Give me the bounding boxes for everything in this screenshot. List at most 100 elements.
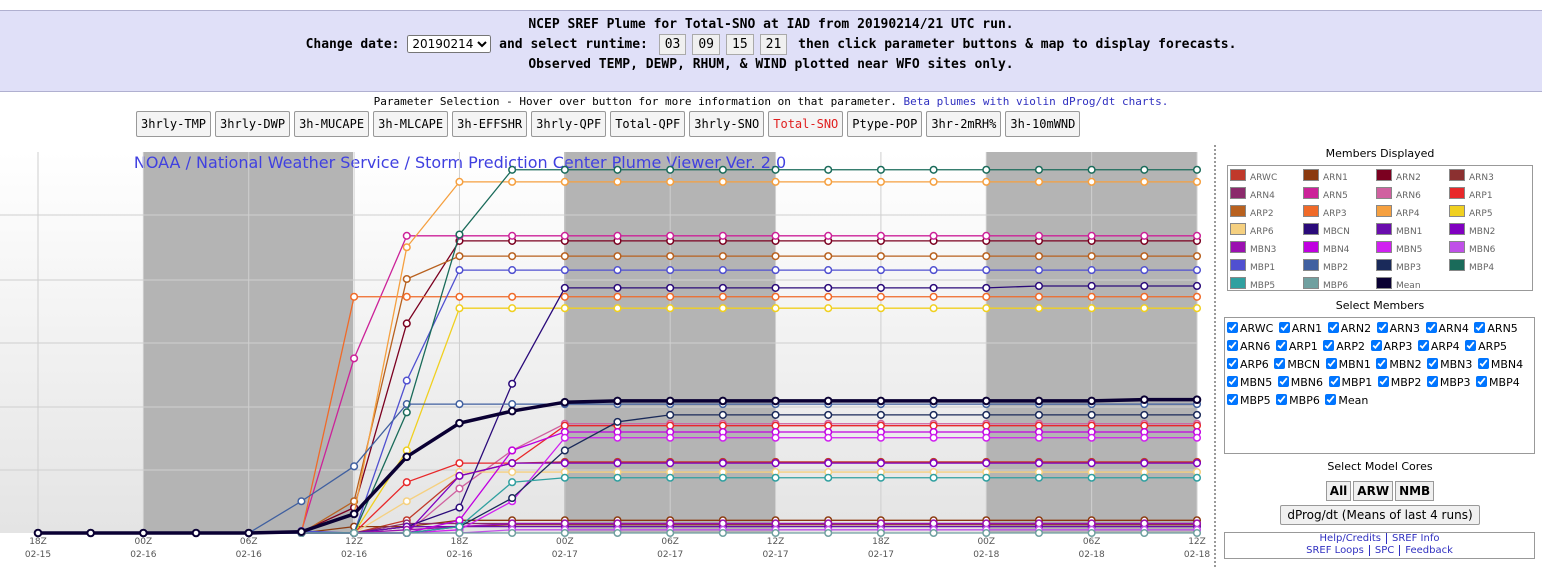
legend-swatch	[1376, 205, 1392, 217]
data-point	[718, 177, 727, 186]
data-point	[1140, 165, 1149, 174]
data-point	[613, 292, 622, 301]
legend-label: MBCN	[1323, 227, 1350, 237]
link[interactable]: SREF Info	[1385, 533, 1445, 544]
data-point	[508, 304, 517, 313]
links: Help/Credits SREF Info SREF Loops SPC Feedba…	[1224, 532, 1535, 559]
core-button[interactable]: All	[1325, 481, 1352, 501]
data-point	[402, 528, 411, 538]
x-tick-label: 00Z	[977, 537, 995, 547]
data-point	[929, 396, 938, 406]
legend-item: ARN2	[1376, 169, 1449, 187]
data-point	[982, 528, 991, 538]
parameter-button[interactable]: 3h-EFFSHR	[452, 111, 528, 137]
data-point	[613, 165, 622, 174]
member-checkbox[interactable]	[1325, 394, 1337, 405]
date-select[interactable]: 20190214	[407, 35, 492, 53]
data-point	[560, 433, 569, 442]
parameter-button[interactable]: 3h-MUCAPE	[294, 111, 370, 137]
member-checkbox[interactable]	[1227, 322, 1238, 333]
member-option: ARP3	[1370, 340, 1412, 353]
members-title: Members Displayed	[1325, 147, 1435, 160]
parameter-button[interactable]: Total-QPF	[610, 111, 686, 137]
member-checkbox[interactable]	[1227, 376, 1238, 387]
parameter-button[interactable]: Ptype-POP	[847, 111, 923, 137]
link[interactable]: SPC	[1368, 545, 1400, 556]
data-point	[666, 266, 675, 275]
data-point	[455, 418, 464, 428]
member-checkbox[interactable]	[1476, 376, 1488, 387]
data-point	[455, 503, 464, 512]
member-label: ARP5	[1478, 340, 1507, 353]
core-button[interactable]: ARW	[1353, 481, 1394, 501]
data-point	[402, 376, 411, 385]
legend-label: MBN1	[1396, 227, 1423, 237]
member-checkbox[interactable]	[1376, 322, 1388, 333]
data-point	[613, 252, 622, 261]
link[interactable]: Help/Credits	[1319, 533, 1381, 544]
data-point	[455, 177, 464, 186]
member-checkbox[interactable]	[1327, 322, 1339, 333]
member-checkbox[interactable]	[1427, 358, 1439, 369]
member-checkbox[interactable]	[1278, 322, 1290, 333]
member-checkbox[interactable]	[1274, 358, 1286, 369]
legend-item: MBN1	[1376, 223, 1449, 241]
runtime-button[interactable]: 21	[759, 34, 788, 55]
parameter-button[interactable]: 3h-MLCAPE	[373, 111, 449, 137]
runtime-button[interactable]: 09	[692, 34, 720, 55]
data-point	[876, 252, 885, 261]
data-point	[350, 354, 359, 363]
member-checkbox[interactable]	[1227, 394, 1238, 405]
member-checkbox[interactable]	[1477, 358, 1489, 369]
member-checkbox[interactable]	[1276, 394, 1288, 405]
data-point	[508, 494, 517, 503]
legend-item: MBP3	[1376, 259, 1449, 277]
member-checkbox[interactable]	[1465, 340, 1477, 351]
member-checkbox[interactable]	[1227, 358, 1238, 369]
member-checkbox[interactable]	[1227, 340, 1238, 351]
member-checkbox[interactable]	[1275, 340, 1287, 351]
member-checkbox[interactable]	[1325, 358, 1337, 369]
parameter-button[interactable]: Total-SNO	[768, 111, 844, 137]
runtime-button[interactable]: 15	[726, 34, 754, 55]
data-point	[455, 266, 464, 275]
core-button[interactable]: NMB	[1395, 481, 1435, 501]
data-point	[191, 528, 201, 538]
legend-item: MBP1	[1230, 259, 1303, 277]
data-point	[402, 452, 412, 462]
data-point	[666, 283, 675, 292]
parameter-button[interactable]: 3h-10mWND	[1005, 111, 1081, 137]
parameter-button[interactable]: 3hr-2mRH%	[926, 111, 1002, 137]
member-checkbox[interactable]	[1376, 358, 1388, 369]
header-title: NCEP SREF Plume for Total-SNO at IAD fro…	[528, 17, 1014, 32]
member-option: MBN3	[1427, 358, 1472, 371]
data-point	[1087, 177, 1096, 186]
data-point	[876, 266, 885, 275]
data-point	[560, 231, 569, 240]
member-checkbox[interactable]	[1328, 376, 1340, 387]
member-checkbox[interactable]	[1425, 322, 1437, 333]
member-checkbox[interactable]	[1426, 376, 1438, 387]
legend-swatch	[1449, 187, 1465, 199]
parameter-button[interactable]: 3hrly-TMP	[136, 111, 212, 137]
runtime-button[interactable]: 03	[658, 34, 687, 55]
member-checkbox[interactable]	[1417, 340, 1429, 351]
member-checkbox[interactable]	[1323, 340, 1335, 351]
data-point	[771, 410, 780, 419]
data-point	[1192, 433, 1202, 442]
member-option: ARP4	[1417, 340, 1460, 353]
data-point	[982, 231, 991, 240]
link[interactable]: SREF Loops	[1306, 545, 1364, 556]
member-checkbox[interactable]	[1377, 376, 1389, 387]
member-checkbox[interactable]	[1277, 376, 1289, 387]
side-panel: Members Displayed ARWC ARN1 ARN2 ARN3ARN4 AR…	[1218, 145, 1542, 567]
parameter-button[interactable]: 3hrly-SNO	[689, 111, 765, 137]
parameter-button[interactable]: 3hrly-DWP	[215, 111, 291, 137]
link[interactable]: Feedback	[1399, 545, 1458, 556]
member-checkbox[interactable]	[1370, 340, 1382, 351]
member-checkbox[interactable]	[1474, 322, 1486, 333]
parameter-button[interactable]: 3hrly-QPF	[531, 111, 607, 137]
dprog-button[interactable]: dProg/dt (Means of last 4 runs)	[1280, 505, 1480, 525]
beta-link[interactable]: Beta plumes with violin dProg/dt charts.	[903, 95, 1169, 108]
data-point	[1140, 410, 1149, 419]
